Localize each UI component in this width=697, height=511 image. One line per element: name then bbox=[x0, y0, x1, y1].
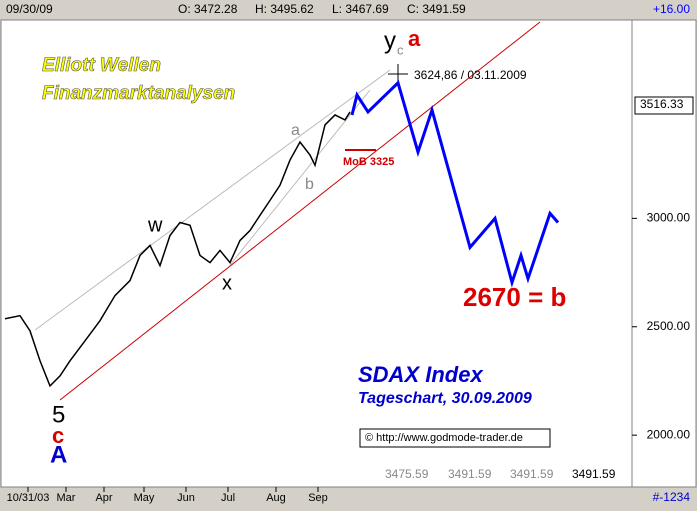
bottom-value: 3491.59 bbox=[510, 467, 554, 481]
series-line bbox=[4, 111, 351, 388]
axis-area bbox=[631, 19, 697, 488]
watermark: Finanzmarktanalysen bbox=[42, 83, 235, 104]
subtitle: Tageschart, 30.09.2009 bbox=[358, 390, 532, 407]
x-tick-label: Jul bbox=[221, 492, 235, 504]
header-date: 09/30/09 bbox=[6, 2, 53, 16]
x-tick-label: Sep bbox=[308, 492, 328, 504]
label-c-red: c bbox=[52, 423, 64, 448]
plot-area bbox=[0, 19, 633, 488]
label-A: A bbox=[50, 441, 67, 468]
y-tick-label: 2000.00 bbox=[647, 427, 691, 441]
mob-label: MoB 3325 bbox=[343, 156, 394, 168]
source-box bbox=[359, 428, 551, 448]
series-line bbox=[350, 80, 560, 288]
header-close: C: 3491.59 bbox=[407, 2, 466, 16]
label-a: a bbox=[408, 26, 421, 51]
y-tick-label: 2500.00 bbox=[647, 319, 691, 333]
bottom-value: 3491.59 bbox=[572, 467, 616, 481]
channel-inner bbox=[229, 89, 371, 266]
x-tick-label: May bbox=[134, 492, 155, 504]
header-change: +16.00 bbox=[653, 2, 690, 16]
header-low: L: 3467.69 bbox=[332, 2, 389, 16]
label-w: w bbox=[147, 214, 163, 236]
channel-upper bbox=[34, 69, 391, 331]
last-price: 3516.33 bbox=[640, 97, 684, 111]
last-price-box bbox=[634, 96, 694, 115]
label-b-gray: b bbox=[305, 176, 314, 193]
label-c: c bbox=[397, 42, 404, 57]
label-y: y bbox=[384, 27, 396, 54]
corner-label: #-1234 bbox=[653, 490, 691, 504]
source: © http://www.godmode-trader.de bbox=[365, 432, 523, 444]
bottom-value: 3491.59 bbox=[448, 467, 492, 481]
label-a-gray: a bbox=[291, 122, 300, 139]
title: SDAX Index bbox=[358, 362, 483, 387]
target-label: 2670 = b bbox=[463, 282, 566, 312]
label-x: x bbox=[222, 272, 232, 294]
watermark: Elliott Wellen bbox=[42, 55, 161, 76]
y-tick-label: 3000.00 bbox=[647, 211, 691, 225]
x-tick-label: Mar bbox=[57, 492, 76, 504]
x-tick-label: Jun bbox=[177, 492, 195, 504]
bottom-value: 3475.59 bbox=[385, 467, 429, 481]
channel-lower bbox=[59, 21, 541, 401]
peak-label: 3624,86 / 03.11.2009 bbox=[414, 68, 527, 82]
header-open: O: 3472.28 bbox=[178, 2, 238, 16]
header-high: H: 3495.62 bbox=[255, 2, 314, 16]
x-tick-label: Apr bbox=[95, 492, 112, 504]
label-5: 5 bbox=[52, 401, 65, 428]
x-tick-label: Aug bbox=[266, 492, 286, 504]
x-tick-label: 10/31/03 bbox=[7, 492, 50, 504]
